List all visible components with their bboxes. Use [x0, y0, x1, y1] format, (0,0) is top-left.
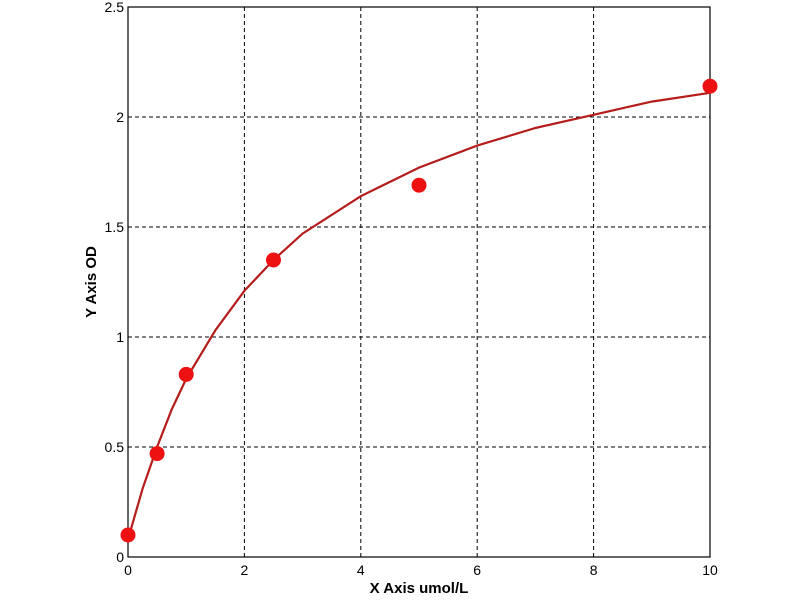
data-point: [178, 366, 194, 382]
data-point: [702, 78, 718, 94]
x-tick-label: 10: [702, 562, 718, 578]
data-point: [149, 446, 165, 462]
x-tick-label: 6: [473, 562, 481, 578]
data-point: [411, 177, 427, 193]
fit-curve: [126, 91, 711, 540]
x-axis-label: X Axis umol/L: [370, 580, 469, 597]
y-tick-label: 0.5: [105, 439, 125, 455]
data-point: [266, 252, 281, 268]
y-tick-label: 1: [116, 329, 124, 345]
plot-frame: [127, 6, 711, 558]
y-tick-label: 0: [116, 549, 124, 565]
data-point: [120, 527, 136, 543]
y-axis-label: Y Axis OD: [83, 246, 100, 318]
x-tick-label: 0: [124, 562, 132, 578]
x-tick-label: 8: [590, 562, 598, 578]
y-tick-label: 1.5: [105, 219, 125, 235]
x-tick-label: 4: [357, 562, 365, 578]
x-tick-label: 2: [241, 562, 249, 578]
y-tick-label: 2.5: [105, 0, 125, 15]
y-tick-label: 2: [116, 109, 124, 125]
